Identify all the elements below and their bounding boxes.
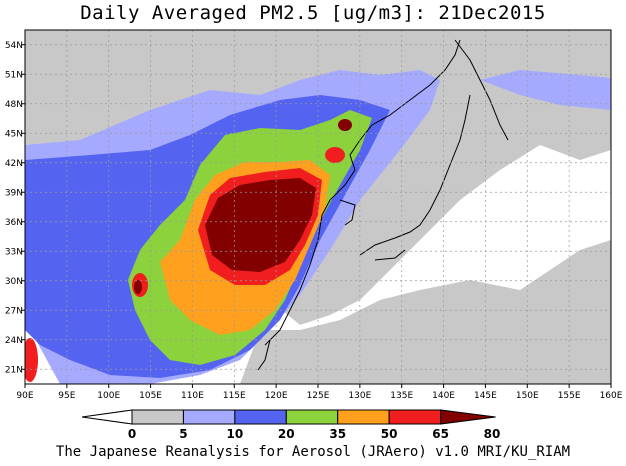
lon-tick-label: 150E (516, 391, 539, 401)
colorbar-segment (182, 409, 236, 425)
colorbar-label: 20 (278, 427, 295, 441)
latitude-labels: 54N 51N 48N 45N 42N 39N 36N 33N 30N 27N 24N 21N (5, 41, 25, 375)
colorbar-label: 10 (227, 427, 244, 441)
colorbar-label: 65 (432, 427, 449, 441)
lon-tick-label: 95E (58, 391, 75, 401)
colorbar-segment (131, 409, 184, 425)
lon-tick-label: 90E (16, 391, 33, 401)
map-title: Daily Averaged PM2.5 [ug/m3]: 21Dec2015 (80, 2, 546, 24)
colorbar-label: 50 (381, 427, 398, 441)
hotspot-sichuan-core (134, 280, 142, 294)
colorbar-label: 5 (179, 427, 187, 441)
lat-tick-label: 30N (5, 277, 23, 287)
contour-5-10-south (240, 240, 611, 384)
lat-tick-label: 51N (5, 70, 23, 80)
colorbar-arrow-low (81, 409, 133, 425)
colorbar-arrow-high (440, 409, 496, 425)
lat-tick-label: 24N (5, 336, 23, 346)
colorbar-segment (337, 409, 390, 425)
lon-tick-label: 135E (390, 391, 413, 401)
lat-tick-label: 36N (5, 218, 23, 228)
colorbar-label: 0 (128, 427, 136, 441)
lon-tick-label: 145E (474, 391, 497, 401)
lon-tick-label: 140E (432, 391, 455, 401)
lat-tick-label: 42N (5, 159, 23, 169)
concentration-field (25, 30, 611, 384)
hotspot-northeast (338, 119, 352, 131)
map-grid (25, 30, 611, 384)
lon-tick-label: 110E (181, 391, 204, 401)
lat-tick-label: 39N (5, 188, 23, 198)
colorbar-segment (388, 409, 442, 425)
lat-tick-label: 48N (5, 100, 23, 110)
lon-tick-label: 125E (307, 391, 330, 401)
contour-80-plus (205, 178, 316, 272)
lon-tick-label: 100E (97, 391, 120, 401)
lat-tick-label: 45N (5, 129, 23, 139)
lon-tick-label: 120E (265, 391, 288, 401)
lat-tick-label: 21N (5, 365, 23, 375)
lon-tick-label: 155E (558, 391, 581, 401)
hotspot-south-border (25, 338, 38, 382)
lat-tick-label: 33N (5, 247, 23, 257)
colorbar-label: 80 (484, 427, 501, 441)
contour-10-20-ne (480, 70, 611, 110)
lon-tick-label: 160E (600, 391, 623, 401)
footer-caption: The Japanese Reanalysis for Aerosol (JRA… (55, 444, 571, 460)
colorbar: 0 5 10 20 35 50 65 80 (81, 409, 501, 441)
colorbar-segment (285, 409, 339, 425)
lat-tick-label: 27N (5, 306, 23, 316)
colorbar-segment (234, 409, 287, 425)
longitude-labels: 90E 95E 100E 105E 110E 115E 120E 125E 130E 135E 14… (16, 384, 623, 401)
colorbar-label: 35 (329, 427, 346, 441)
lon-tick-label: 105E (139, 391, 162, 401)
lon-tick-label: 115E (223, 391, 246, 401)
hotspot-beijing (325, 147, 345, 163)
lon-tick-label: 130E (348, 391, 371, 401)
lat-tick-label: 54N (5, 41, 23, 51)
